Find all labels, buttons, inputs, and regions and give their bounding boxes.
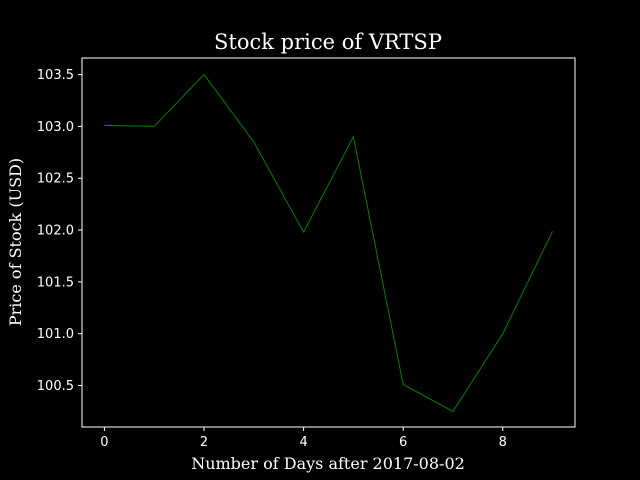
y-tick-label: 102.0	[37, 224, 74, 239]
x-tick-label: 8	[499, 435, 507, 450]
y-tick-label: 103.5	[37, 68, 74, 83]
plot-area: 0 2 4 6 8 100.5 101.0 101.5 102.0 102.5 103.0 103.…	[37, 57, 576, 450]
x-axis-label: Number of Days after 2017-08-02	[191, 454, 465, 473]
y-ticks: 100.5 101.0 101.5 102.0 102.5 103.0 103.5	[37, 68, 82, 394]
chart-title: Stock price of VRTSP	[214, 30, 442, 54]
series-layer	[104, 73, 554, 413]
x-ticks: 0 2 4 6 8	[100, 427, 507, 450]
x-tick-label: 6	[399, 435, 407, 450]
y-tick-label: 100.5	[37, 379, 74, 394]
x-tick-label: 2	[200, 435, 208, 450]
y-tick-label: 103.0	[37, 120, 74, 135]
x-tick-label: 0	[100, 435, 108, 450]
series-line-0	[104, 73, 554, 413]
axes-frame	[81, 57, 576, 428]
y-tick-label: 102.5	[37, 172, 74, 187]
y-tick-label: 101.5	[37, 275, 74, 290]
y-axis-label: Price of Stock (USD)	[6, 158, 25, 326]
y-tick-label: 101.0	[37, 327, 74, 342]
x-tick-label: 4	[299, 435, 307, 450]
